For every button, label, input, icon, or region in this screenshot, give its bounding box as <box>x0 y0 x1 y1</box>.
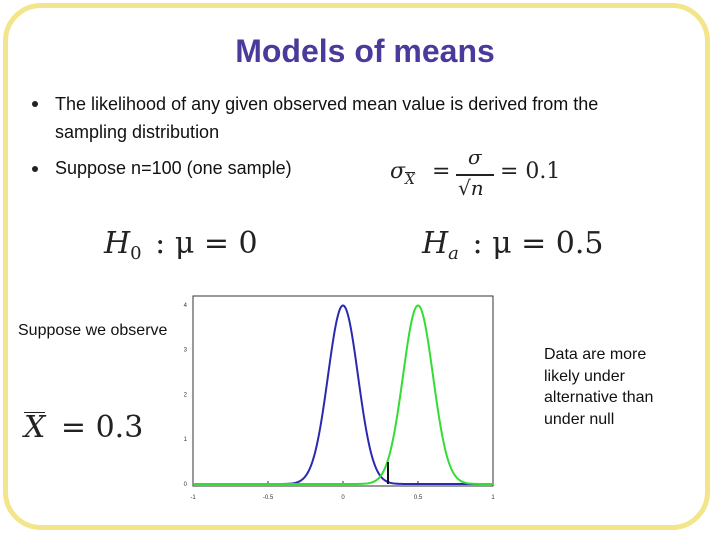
ha-subscript: a <box>448 243 459 264</box>
interpretation-note: Data are more likely under alternative t… <box>544 344 653 430</box>
slide-title: Models of means <box>235 33 495 69</box>
se-denominator: √n <box>458 176 484 200</box>
se-value: = 0.1 <box>500 159 561 184</box>
h0-subscript: 0 <box>130 243 142 264</box>
note-line-4: under null <box>544 410 615 428</box>
ha-statement: : μ = 0.5 <box>472 226 604 261</box>
se-numerator: σ <box>468 145 482 169</box>
note-line-3: alternative than <box>544 389 654 406</box>
slide-frame <box>3 3 710 530</box>
bullet-icon <box>32 166 38 172</box>
observe-label: Suppose we observe <box>18 322 168 339</box>
se-fraction-bar <box>456 174 494 176</box>
ha-h: H <box>422 226 449 261</box>
note-line-1: Data are more <box>544 346 647 363</box>
observed-value: = 0.3 <box>60 410 144 445</box>
null-hypothesis: H0 : μ = 0 <box>104 226 258 264</box>
bullet-1-line-1: The likelihood of any given observed mea… <box>55 94 599 114</box>
bullet-icon <box>32 101 38 107</box>
h0-h: H <box>104 226 131 261</box>
alternative-hypothesis: Ha : μ = 0.5 <box>422 226 604 264</box>
se-subscript-xbar: X <box>405 172 415 188</box>
se-sigma: σ <box>390 159 406 184</box>
observed-xbar: X <box>24 410 46 445</box>
bullet-2: Suppose n=100 (one sample) <box>55 158 292 178</box>
observed-mean-formula: X = 0.3 <box>24 410 143 445</box>
bullet-1-line-2: sampling distribution <box>55 122 220 142</box>
h0-statement: : μ = 0 <box>155 226 258 261</box>
se-equals: = <box>432 159 451 184</box>
standard-error-formula: σ X = σ √n = 0.1 <box>390 145 590 205</box>
note-line-2: likely under <box>544 367 625 385</box>
